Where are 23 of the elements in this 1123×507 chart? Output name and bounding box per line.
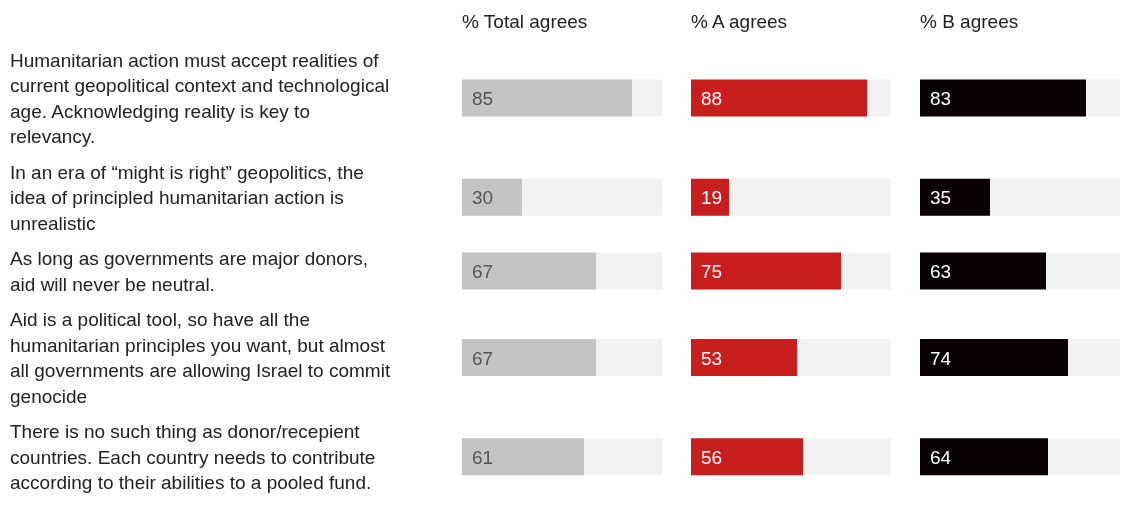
- data-label: 30: [472, 187, 494, 209]
- y-tick-label: Aid is a political tool, so have all the humanitarian principles you want, but almost all governments are allowing Israel to commit genocide: [10, 309, 391, 407]
- data-label: 53: [701, 347, 723, 369]
- data-label: 67: [472, 261, 494, 282]
- data-label: 56: [701, 446, 723, 468]
- y-tick-label: In an era of “might is right” geopolitics, the idea of principled humanitarian action is unrealistic: [10, 161, 364, 234]
- y-tick-label: There is no such thing as donor/recepient countries. Each country needs to contribute according to their abilities to a pooled fund.: [10, 421, 376, 494]
- data-label: 64: [930, 446, 952, 468]
- data-label: 88: [701, 88, 723, 109]
- data-label: 67: [472, 347, 494, 369]
- data-label: 63: [930, 261, 952, 282]
- data-label: 19: [701, 187, 723, 209]
- data-label: 74: [930, 347, 952, 369]
- data-label: 75: [701, 261, 723, 282]
- chart-title: % B agrees: [920, 11, 1019, 32]
- data-label: 35: [930, 187, 952, 209]
- chart-title: % Total agrees: [462, 11, 588, 32]
- y-tick-label: As long as governments are major donors, aid will never be neutral.: [10, 248, 369, 295]
- data-label: 85: [472, 88, 494, 109]
- data-label: 83: [930, 88, 952, 109]
- data-label: 61: [472, 446, 494, 468]
- chart-title: % A agrees: [691, 11, 788, 32]
- y-tick-label: Humanitarian action must accept realities of current geopolitical context and technological age. Acknowledging reality is key to relevancy.: [10, 49, 390, 148]
